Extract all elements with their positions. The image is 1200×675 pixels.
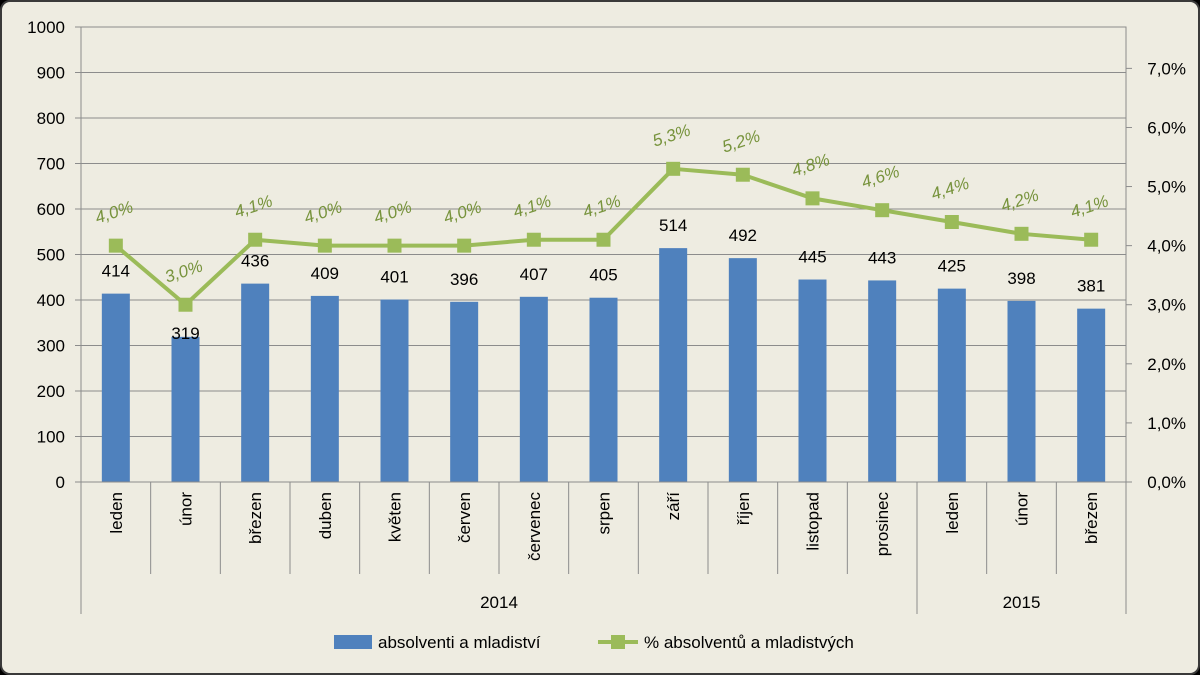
category-label: březen [1082,492,1101,544]
left-tick-label: 200 [37,382,65,401]
bar-value-label: 443 [868,248,896,267]
line-marker [317,238,332,253]
category-label: prosinec [873,492,892,557]
category-label: květen [386,492,405,542]
left-tick-label: 300 [37,337,65,356]
legend-bar-swatch [334,635,372,649]
left-tick-label: 900 [37,64,65,83]
bar-value-label: 319 [171,324,199,343]
line-marker [735,167,750,182]
right-tick-label: 0,0% [1147,473,1186,492]
bar-value-label: 401 [380,268,408,287]
left-tick-label: 400 [37,291,65,310]
category-label: listopad [804,492,823,551]
bar [171,336,200,482]
line-marker [1084,232,1099,247]
group-label: 2015 [1003,593,1041,612]
category-label: leden [943,492,962,534]
line-marker [1014,226,1029,241]
bar [728,258,757,482]
bar-value-label: 514 [659,216,687,235]
category-label: říjen [734,492,753,525]
bar-value-label: 409 [311,264,339,283]
left-tick-label: 700 [37,155,65,174]
bar-value-label: 381 [1077,277,1105,296]
line-marker [875,203,890,218]
category-label: únor [177,492,196,526]
left-tick-label: 500 [37,246,65,265]
bar-value-label: 425 [938,257,966,276]
line-marker [944,215,959,229]
bar [937,288,966,482]
right-tick-label: 5,0% [1147,178,1186,197]
bar [659,248,688,482]
bar [101,293,130,482]
bar-value-label: 398 [1007,269,1035,288]
left-tick-label: 100 [37,428,65,447]
right-tick-label: 7,0% [1147,59,1186,78]
line-marker [178,297,193,312]
legend-bar-label: absolventi a mladiství [378,633,541,652]
bar [519,296,548,482]
line-marker [526,232,541,247]
bar-value-label: 396 [450,270,478,289]
category-axis: leden únor březen duben květen červen červenec… [80,481,1127,614]
category-label: duben [316,492,335,539]
line-marker [108,238,123,253]
left-axis: 0 100 200 300 400 500 600 700 800 900 1000 [27,18,82,492]
bar [241,283,270,482]
bar [1007,300,1036,482]
left-tick-label: 600 [37,200,65,219]
legend-line-marker [611,635,625,649]
bar-value-label: 492 [729,226,757,245]
line-marker [805,191,820,206]
bar [450,301,479,482]
category-label: leden [107,492,126,534]
bar [798,279,827,482]
right-tick-label: 4,0% [1147,237,1186,256]
legend: absolventi a mladiství % absolventů a ml… [334,633,854,652]
left-tick-label: 1000 [27,18,65,37]
bar-data-labels: 414 319 436 409 401 396 407 405 514 492 445 443 425 3… [102,216,1106,343]
right-axis: 0,0% 1,0% 2,0% 3,0% 4,0% 5,0% 6,0% 7,0% [1125,27,1186,492]
right-tick-label: 3,0% [1147,296,1186,315]
line-marker [457,238,472,253]
right-tick-label: 2,0% [1147,355,1186,374]
bar [1077,308,1106,482]
category-label: září [664,492,683,521]
category-label: srpen [595,492,614,535]
line-series [108,161,1099,312]
line-marker [387,238,402,253]
bar-value-label: 445 [798,248,826,267]
category-label: červen [455,492,474,543]
category-label: únor [1013,492,1032,526]
right-tick-label: 1,0% [1147,414,1186,433]
bar-value-label: 436 [241,252,269,271]
bar-value-label: 407 [520,265,548,284]
line-marker [666,161,681,176]
left-tick-label: 800 [37,109,65,128]
bar-value-label: 414 [102,262,130,281]
legend-line-label: % absolventů a mladistvých [644,633,854,652]
bar [310,295,339,482]
bar-series [101,248,1106,482]
line-marker [596,232,611,247]
category-label: červenec [525,492,544,561]
group-label: 2014 [480,593,518,612]
right-tick-label: 6,0% [1147,118,1186,137]
bar-value-label: 405 [589,266,617,285]
bar [589,297,618,482]
bar [868,280,897,482]
bar [380,299,409,482]
category-label: březen [246,492,265,544]
left-tick-label: 0 [56,473,65,492]
line-marker [248,232,263,247]
